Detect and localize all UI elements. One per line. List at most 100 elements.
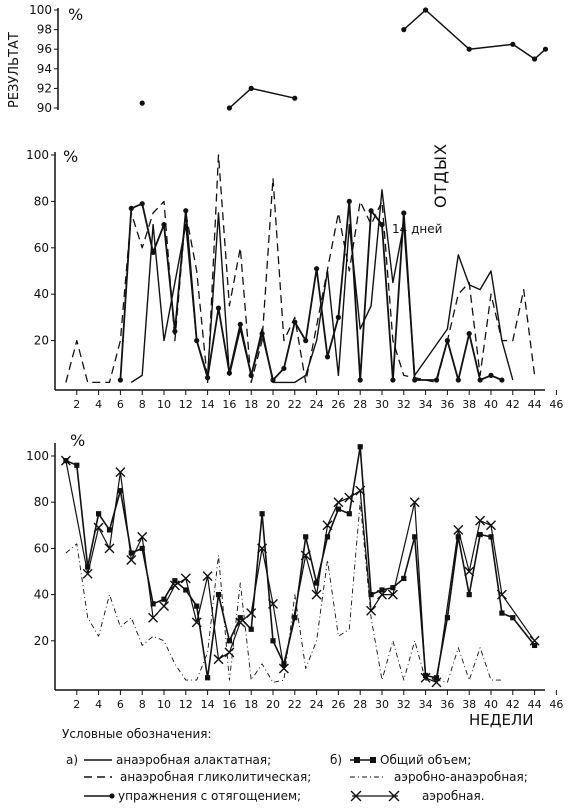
data-point-square <box>303 534 309 540</box>
legend-label: упражнения с отягощением; <box>118 789 301 803</box>
data-point-square <box>532 642 538 649</box>
data-point-square <box>281 661 287 667</box>
data-point-dot <box>205 375 211 381</box>
data-point-x <box>529 635 540 646</box>
data-point-x <box>60 455 71 466</box>
data-point-dot <box>477 377 483 383</box>
series-line-solid-square <box>65 445 536 679</box>
legend-item-weights: упражнения с отягощением; <box>84 789 301 803</box>
data-point-dot <box>335 314 341 320</box>
y-tick-label: 20 <box>34 634 49 648</box>
intensity-y-ticks: 20 40 60 80 100 <box>26 148 55 348</box>
x-tick-label: 24 <box>310 698 324 711</box>
x-tick-label: 18 <box>244 398 258 411</box>
x-tick-label: 32 <box>397 698 411 711</box>
data-point-x <box>213 654 224 665</box>
data-point-dot <box>270 377 276 383</box>
x-tick-label: 12 <box>179 698 193 711</box>
series-line-solid-dot <box>119 200 503 381</box>
x-tick-label: 44 <box>528 398 542 411</box>
data-point-x <box>278 663 289 674</box>
data-point-x <box>180 573 191 584</box>
legend-label: Общий объем; <box>380 753 471 767</box>
data-point-square <box>161 596 167 602</box>
y-tick-label: 40 <box>34 287 49 301</box>
x-tick-label: 8 <box>139 698 146 711</box>
data-point-square <box>226 638 232 644</box>
data-point-dot <box>532 56 538 62</box>
data-point-square <box>139 545 145 551</box>
data-point-square <box>444 615 450 621</box>
y-tick-label: 80 <box>34 194 49 208</box>
data-point-x <box>224 647 235 658</box>
data-point-dot <box>161 222 167 228</box>
data-point-x <box>420 672 431 683</box>
x-tick-label: 2 <box>73 398 80 411</box>
data-point-dot <box>401 27 407 33</box>
data-point-x <box>191 617 202 628</box>
data-point-square <box>74 462 80 468</box>
data-point-x <box>235 617 246 628</box>
data-point-square <box>335 506 341 512</box>
series-line-plain <box>403 9 547 60</box>
data-point-dot <box>117 377 123 383</box>
result-y-label: РЕЗУЛЬТАТ <box>7 32 22 108</box>
x-tick-label: 28 <box>353 698 367 711</box>
data-point-dot <box>226 370 232 376</box>
legend-marker-dot <box>109 793 115 799</box>
data-point-square <box>379 587 385 593</box>
series-line-dash-dot <box>65 501 502 683</box>
x-tick-label: 26 <box>331 398 345 411</box>
legend-label: анаэробная алактатная; <box>116 753 271 767</box>
legend-label: аэробная. <box>422 789 485 803</box>
x-tick-label: 20 <box>266 698 280 711</box>
data-point-dot <box>281 365 287 372</box>
y-tick-label: 60 <box>34 541 49 555</box>
data-point-x <box>409 497 420 508</box>
data-point-x <box>453 524 464 535</box>
y-tick-label: 98 <box>37 23 52 37</box>
data-point-square <box>183 587 189 593</box>
data-point-dot <box>455 377 461 383</box>
data-point-x <box>126 554 137 565</box>
data-point-x <box>93 522 104 533</box>
x-tick-label: 46 <box>549 398 563 411</box>
data-point-x <box>431 677 442 688</box>
x-tick-label: 14 <box>201 698 215 711</box>
legend-label: аэробно-анаэробная; <box>394 770 528 784</box>
data-point-square <box>368 592 374 598</box>
legend-title: Условные обозначения: <box>62 727 212 741</box>
data-point-dot <box>466 331 472 337</box>
y-tick-label: 100 <box>26 148 49 162</box>
y-tick-label: 80 <box>34 495 49 509</box>
data-point-dot <box>357 377 363 383</box>
result-series <box>139 7 549 111</box>
x-tick-label: 28 <box>353 398 367 411</box>
legend-item-aerobic: аэробная. <box>350 789 485 803</box>
x-tick-label: 18 <box>244 698 258 711</box>
data-point-x <box>104 543 115 554</box>
intensity-y-unit: % <box>63 147 78 166</box>
data-point-dot <box>368 208 374 214</box>
data-point-x <box>344 492 355 503</box>
data-point-x <box>148 612 159 623</box>
x-axis-label: НЕДЕЛИ <box>469 711 533 729</box>
legend-prefix-a: а) <box>66 753 78 767</box>
data-point-x <box>322 520 333 531</box>
y-tick-label: 94 <box>37 62 52 76</box>
data-point-square <box>106 527 113 533</box>
data-point-square <box>172 578 178 584</box>
data-point-square <box>412 534 418 540</box>
data-point-dot <box>390 377 396 383</box>
series-line-dashed <box>65 154 536 384</box>
data-point-square <box>433 675 440 681</box>
data-point-dot <box>183 208 189 214</box>
data-point-dot <box>215 305 222 311</box>
data-point-dot <box>401 210 407 216</box>
x-tick-label: 6 <box>117 698 124 711</box>
x-tick-label: 34 <box>419 398 433 411</box>
x-tick-label: 22 <box>288 698 302 711</box>
data-point-dot <box>433 377 440 383</box>
